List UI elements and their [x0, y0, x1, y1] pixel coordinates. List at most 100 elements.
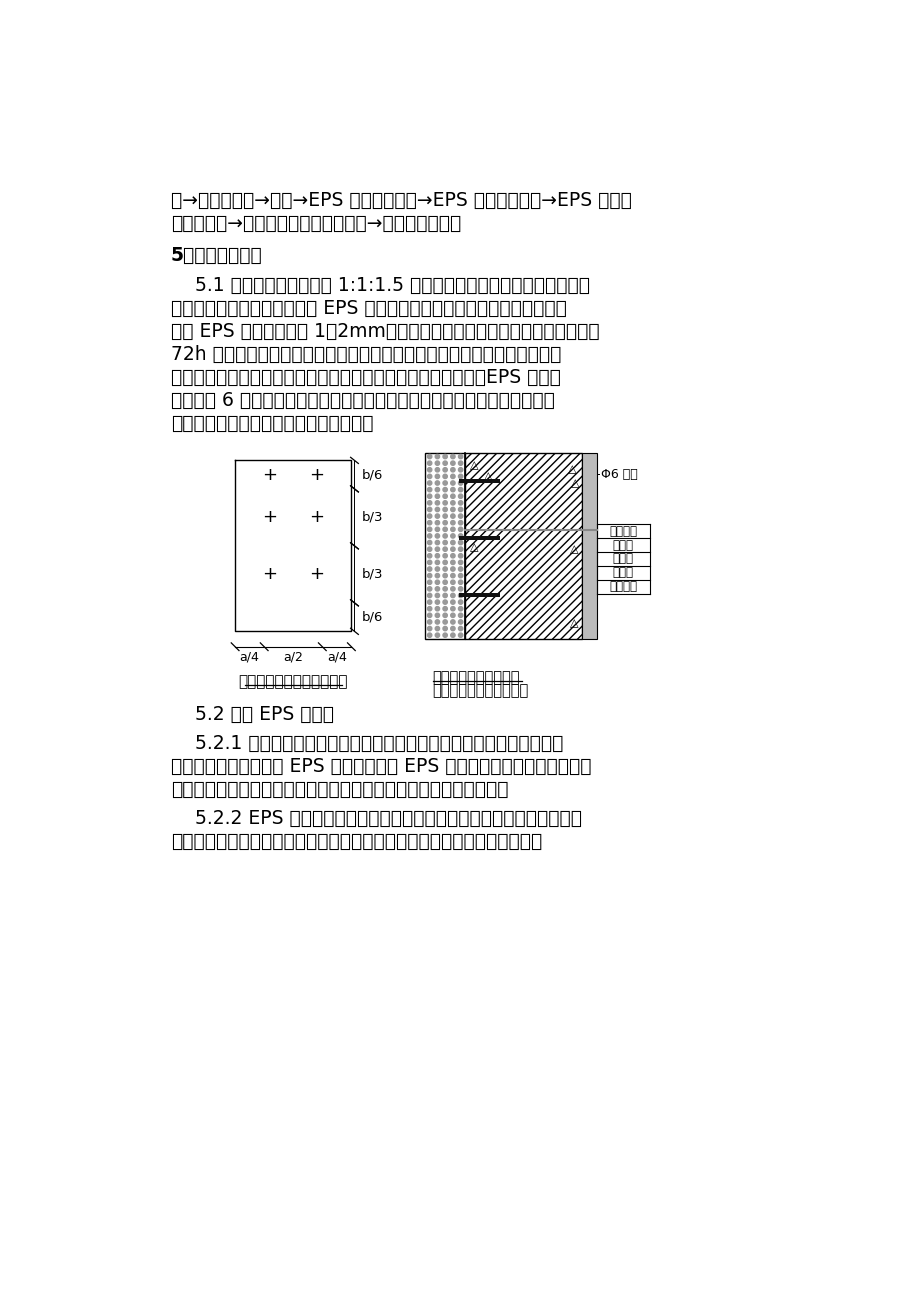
Circle shape [427, 467, 431, 471]
Circle shape [435, 461, 439, 465]
Text: 面砂浆找平→玻纤网和聚合物抗裂砂浆→贴砖或面层涂料: 面砂浆找平→玻纤网和聚合物抗裂砂浆→贴砖或面层涂料 [171, 214, 460, 233]
Bar [459, 592, 500, 598]
Circle shape [435, 587, 439, 591]
Circle shape [427, 566, 431, 572]
Circle shape [427, 573, 431, 578]
Circle shape [427, 508, 431, 512]
Text: △: △ [571, 479, 579, 488]
Circle shape [427, 514, 431, 518]
Bar [425, 453, 465, 639]
Circle shape [443, 461, 447, 465]
Circle shape [458, 587, 462, 591]
Circle shape [450, 581, 455, 585]
Text: +: + [309, 565, 323, 583]
Circle shape [450, 514, 455, 518]
Text: 5.2.1 在地面上弹出设计所要求的墙体宽度，以确定外墙厚度尺寸。然: 5.2.1 在地面上弹出设计所要求的墙体宽度，以确定外墙厚度尺寸。然 [171, 734, 562, 753]
Circle shape [435, 547, 439, 551]
Text: 混凝土墙: 混凝土墙 [608, 581, 637, 594]
Circle shape [435, 581, 439, 585]
Circle shape [450, 566, 455, 572]
Circle shape [435, 633, 439, 638]
Circle shape [427, 560, 431, 565]
Circle shape [435, 501, 439, 505]
Circle shape [427, 620, 431, 624]
Circle shape [443, 587, 447, 591]
Circle shape [443, 514, 447, 518]
Text: 外墙面砖: 外墙面砖 [608, 525, 637, 538]
Circle shape [450, 521, 455, 525]
Circle shape [450, 560, 455, 565]
Circle shape [443, 633, 447, 638]
Circle shape [450, 600, 455, 604]
Text: 5.2.2 EPS 聚苯板的安装应从阳角部位开始，水平向阴角方向铺放。下: 5.2.2 EPS 聚苯板的安装应从阳角部位开始，水平向阴角方向铺放。下 [171, 810, 581, 828]
Circle shape [443, 620, 447, 624]
Text: +: + [309, 508, 323, 526]
Circle shape [435, 474, 439, 479]
Circle shape [443, 501, 447, 505]
Circle shape [458, 487, 462, 492]
Circle shape [443, 581, 447, 585]
Circle shape [443, 566, 447, 572]
Text: 抹灰层: 抹灰层 [612, 539, 633, 552]
Text: +: + [262, 565, 278, 583]
Text: +: + [262, 508, 278, 526]
Circle shape [435, 480, 439, 486]
Circle shape [458, 461, 462, 465]
Circle shape [435, 527, 439, 531]
Circle shape [458, 547, 462, 551]
Circle shape [458, 540, 462, 544]
Circle shape [443, 487, 447, 492]
Text: 72h 无脱落、粉化、起皮现象，验收质量合格。另外，在外墙钢筋绑扎完成: 72h 无脱落、粉化、起皮现象，验收质量合格。另外，在外墙钢筋绑扎完成 [171, 345, 561, 363]
Circle shape [427, 581, 431, 585]
Circle shape [450, 613, 455, 617]
Circle shape [443, 521, 447, 525]
Text: 有网保温体系基本做法: 有网保温体系基本做法 [432, 669, 519, 685]
Circle shape [435, 534, 439, 538]
Circle shape [450, 553, 455, 559]
Bar [581, 453, 596, 639]
Text: 后，在外墙钢筋外侧绑扎塑料保护层垫块，每平方米（或每块）EPS 聚苯板: 后，在外墙钢筋外侧绑扎塑料保护层垫块，每平方米（或每块）EPS 聚苯板 [171, 368, 560, 387]
Circle shape [427, 587, 431, 591]
Circle shape [435, 613, 439, 617]
Circle shape [458, 566, 462, 572]
Circle shape [443, 508, 447, 512]
Text: 钢丝网: 钢丝网 [612, 552, 633, 565]
Circle shape [427, 521, 431, 525]
Circle shape [435, 626, 439, 630]
Text: 《外墙贴砖的保温做法》: 《外墙贴砖的保温做法》 [432, 684, 528, 698]
Circle shape [450, 633, 455, 638]
Circle shape [443, 600, 447, 604]
Circle shape [458, 594, 462, 598]
Circle shape [435, 454, 439, 458]
Circle shape [450, 461, 455, 465]
Circle shape [435, 607, 439, 611]
Circle shape [427, 501, 431, 505]
Text: Φ6 钢筋: Φ6 钢筋 [600, 467, 637, 480]
Circle shape [443, 480, 447, 486]
Circle shape [458, 474, 462, 479]
Bar [465, 453, 581, 639]
Text: △: △ [567, 465, 576, 475]
Bar [459, 479, 500, 483]
Text: 层板与上层板应交错搭接，犹如砌砖格式成丁字形。混凝土墙柱靠窗户阳角: 层板与上层板应交错搭接，犹如砌砖格式成丁字形。混凝土墙柱靠窗户阳角 [171, 832, 541, 852]
Circle shape [450, 480, 455, 486]
Circle shape [458, 613, 462, 617]
Circle shape [458, 607, 462, 611]
Circle shape [458, 527, 462, 531]
Circle shape [435, 487, 439, 492]
Text: b/3: b/3 [362, 568, 383, 581]
Circle shape [427, 493, 431, 499]
Circle shape [443, 467, 447, 471]
Circle shape [458, 534, 462, 538]
Circle shape [458, 508, 462, 512]
Text: 不露 EPS 板面，厚度在 1～2mm为宜，并且界面剂处理后有强度，并浸水后: 不露 EPS 板面，厚度在 1～2mm为宜，并且界面剂处理后有强度，并浸水后 [171, 322, 599, 341]
Circle shape [435, 514, 439, 518]
Circle shape [450, 540, 455, 544]
Circle shape [443, 534, 447, 538]
Circle shape [450, 587, 455, 591]
Circle shape [450, 607, 455, 611]
Circle shape [458, 626, 462, 630]
Circle shape [435, 560, 439, 565]
Circle shape [443, 626, 447, 630]
Circle shape [443, 613, 447, 617]
